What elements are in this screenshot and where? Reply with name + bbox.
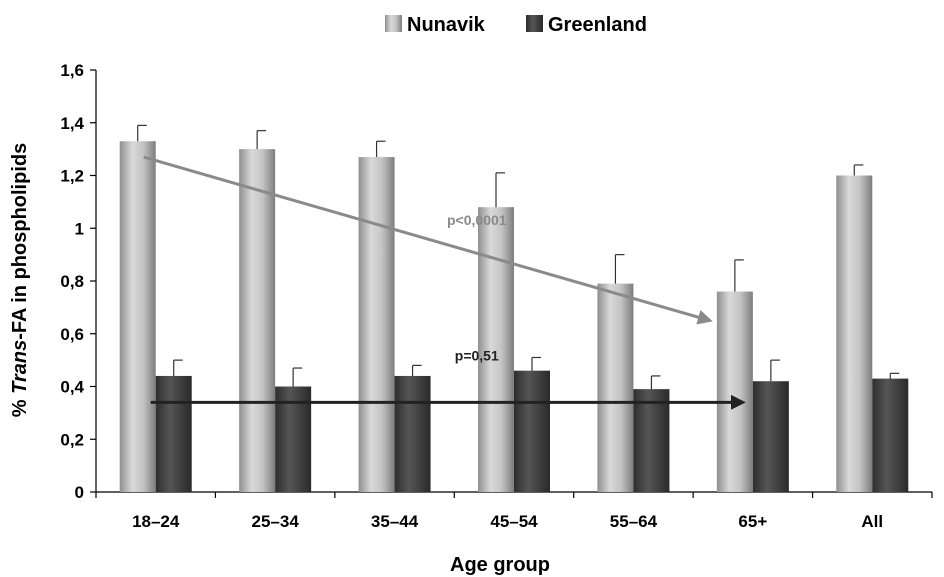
bar-nunavik-1 — [239, 149, 276, 492]
y-tick-label: 0,8 — [60, 272, 84, 291]
x-tick-label: 45–54 — [490, 512, 538, 531]
y-tick-label: 0,6 — [60, 325, 84, 344]
x-tick-label: 25–34 — [252, 512, 300, 531]
y-tick-label: 0,2 — [60, 430, 84, 449]
x-tick-label: 35–44 — [371, 512, 419, 531]
x-axis: 18–24 25–34 35–44 45–54 55–64 65+ All — [95, 491, 933, 531]
trend-label-greenland: p=0,51 — [455, 347, 499, 363]
y-tick-label: 1,6 — [60, 61, 84, 80]
y-tick-label: 1,4 — [60, 114, 84, 133]
bar-nunavik-5 — [716, 291, 753, 492]
bar-greenland-6 — [872, 378, 909, 492]
x-tick-label: 18–24 — [132, 512, 180, 531]
x-tick-label: 65+ — [738, 512, 767, 531]
bar-nunavik-4 — [597, 283, 634, 492]
trend-line-nunavik — [143, 155, 713, 325]
legend-swatch-nunavik — [385, 15, 402, 32]
x-tick-label: All — [861, 512, 883, 531]
bars — [119, 141, 909, 492]
x-tick-label: 55–64 — [610, 512, 658, 531]
x-axis-title: Age group — [450, 554, 550, 576]
bar-nunavik-0 — [119, 141, 156, 492]
bar-nunavik-6 — [836, 175, 873, 492]
legend-swatch-greenland — [526, 15, 543, 32]
bar-greenland-4 — [633, 389, 670, 492]
bar-nunavik-2 — [358, 157, 395, 492]
y-tick-label: 1,2 — [60, 167, 84, 186]
y-axis: 0 0,2 0,4 0,6 0,8 1 1,2 1,4 1,6 — [60, 61, 97, 502]
y-tick-label: 0 — [75, 483, 84, 502]
bar-greenland-0 — [155, 375, 192, 492]
bar-greenland-2 — [394, 375, 431, 492]
y-axis-title: % Trans-FA in phospholipids — [9, 143, 31, 417]
y-tick-label: 1 — [75, 219, 84, 238]
error-bars — [137, 124, 900, 390]
legend-label-nunavik: Nunavik — [407, 14, 486, 36]
trend-lines: p<0,0001 p=0,51 — [143, 155, 746, 410]
y-tick-label: 0,4 — [60, 378, 84, 397]
trend-label-nunavik: p<0,0001 — [447, 212, 507, 228]
bar-greenland-3 — [514, 370, 550, 492]
legend-label-greenland: Greenland — [548, 14, 647, 36]
bar-greenland-5 — [752, 381, 789, 492]
legend: Nunavik Greenland — [385, 14, 647, 36]
bar-greenland-1 — [275, 386, 312, 492]
